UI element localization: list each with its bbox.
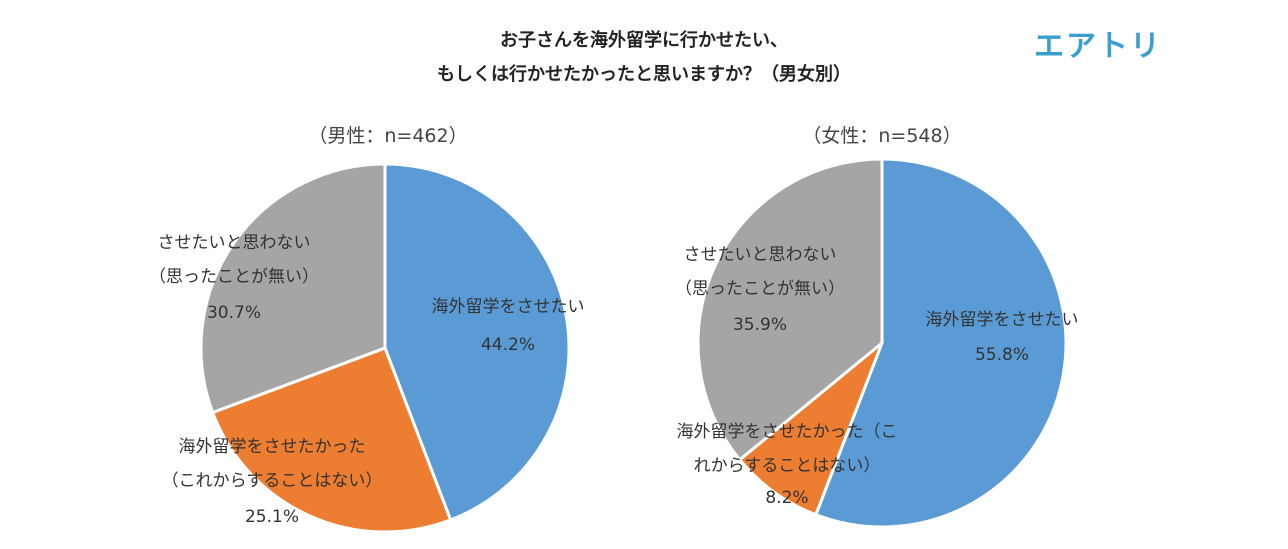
slice-label-female-2-line-2: れからすることはない） [694, 456, 881, 476]
pie-title-male: （男性：n=462） [308, 125, 467, 147]
slice-percent-male-3: 30.7% [207, 303, 261, 323]
pie-slice-female-2 [738, 341, 884, 517]
slice-percent-male-2: 25.1% [245, 507, 299, 527]
pie-slice-male-3 [199, 162, 387, 414]
slice-label-female-3-line-1: させたいと思わない [684, 245, 837, 265]
pie-chart-female: （女性：n=548） 海外留学をさせたい 55.8% 海外留学をさせたかった（これか… [675, 125, 1079, 529]
slice-label-male-3-line-1: させたいと思わない [158, 233, 311, 253]
pie-slice-female-3 [696, 157, 884, 462]
slice-label-female-3-line-2: （思ったことが無い） [675, 279, 845, 299]
brand-logo: エアトリ [1034, 29, 1162, 64]
slice-label-male-2-line-1: 海外留学をさせたかった [179, 437, 366, 457]
slice-percent-male-1: 44.2% [481, 335, 535, 355]
pie-slice-male-1 [383, 162, 571, 522]
slice-percent-female-2: 8.2% [765, 488, 808, 508]
chart-title-line-1: お子さんを海外留学に行かせたい、 [500, 29, 788, 51]
slice-label-female-1-line-1: 海外留学をさせたい [926, 310, 1079, 330]
slice-percent-female-1: 55.8% [975, 345, 1029, 365]
slice-label-male-1-line-1: 海外留学をさせたい [432, 297, 585, 317]
slice-label-male-3-line-2: （思ったことが無い） [149, 267, 319, 287]
chart-title-line-2: もしくは行かせたかったと思いますか？（男女別） [437, 63, 851, 85]
slice-percent-female-3: 35.9% [733, 315, 787, 335]
pie-slice-female-1 [814, 157, 1068, 529]
pie-title-female: （女性：n=548） [802, 125, 961, 147]
pie-slice-male-2 [211, 346, 453, 534]
slice-label-female-2-line-1: 海外留学をさせたかった（こ [677, 422, 898, 442]
pie-chart-male: （男性：n=462） 海外留学をさせたい 44.2% 海外留学をさせたかった （これか… [149, 125, 585, 534]
slice-label-male-2-line-2: （これからすることはない） [162, 471, 383, 491]
